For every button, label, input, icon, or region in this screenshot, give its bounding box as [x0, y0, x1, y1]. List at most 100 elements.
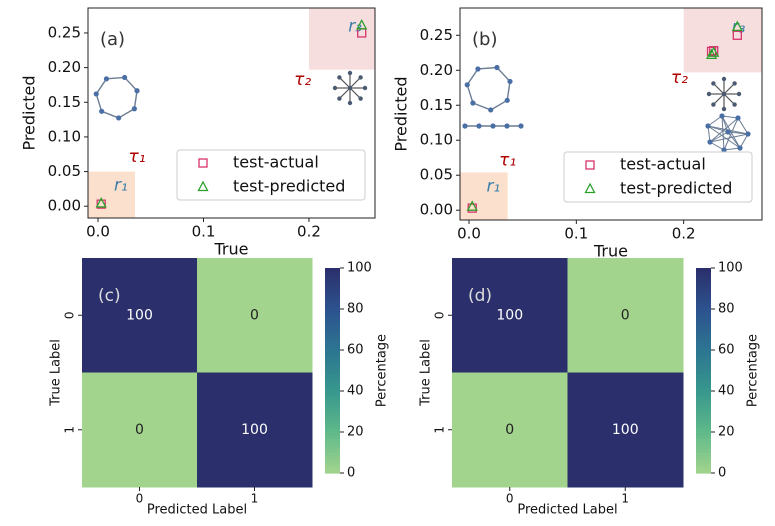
colorbar-segment [325, 428, 340, 433]
graph-icon-node [332, 85, 338, 91]
marker-triangle [466, 200, 478, 211]
colorbar-segment [325, 466, 340, 471]
colorbar-segment [325, 332, 340, 337]
x-tick-label: 0.0 [86, 223, 110, 241]
graph-icon-node [337, 75, 342, 80]
colorbar-segment [325, 302, 340, 307]
colorbar-segment [325, 360, 340, 365]
y-tick-label: 0.25 [48, 23, 81, 41]
graph-icon-edge [723, 93, 736, 106]
region [88, 171, 135, 218]
graph-icon-node [719, 113, 725, 119]
colorbar-tick-label: 20 [347, 425, 364, 440]
graph-icon-node [116, 115, 122, 121]
graph-icon-node [705, 123, 711, 129]
graph-icon-node [470, 100, 476, 106]
panel-label: (c) [98, 286, 121, 306]
colorbar-segment [696, 370, 711, 375]
y-tick-label: 0.15 [420, 96, 453, 114]
colorbar-label: Percentage [746, 334, 761, 407]
colorbar-segment [696, 449, 711, 454]
colorbar-segment [325, 411, 340, 416]
y-tick-label: 0.10 [48, 127, 81, 145]
annotation: τ₁ [499, 151, 516, 171]
graph-icon-node [362, 85, 368, 91]
colorbar-segment [696, 401, 711, 406]
graph-icon-edge [727, 131, 741, 149]
x-tick-label: 0 [136, 492, 144, 506]
graph-icon-edge [707, 115, 723, 127]
x-tick-label: 0.1 [564, 225, 588, 243]
colorbar-segment [325, 329, 340, 334]
colorbar-segment [325, 315, 340, 320]
graph-icon-node [504, 123, 510, 129]
colorbar-tick-label: 80 [718, 302, 735, 317]
y-tick-label: 1 [63, 426, 77, 434]
panel-label: (b) [472, 29, 497, 50]
colorbar-segment [696, 278, 711, 283]
graph-icon-edge [739, 133, 749, 149]
colorbar-segment [325, 421, 340, 426]
graph-icon-node [347, 85, 353, 91]
graph-icon-node [721, 106, 727, 112]
colorbar-segment [325, 281, 340, 286]
colorbar-segment [325, 462, 340, 467]
graph-icon-node [103, 76, 110, 82]
y-tick-label: 0 [63, 311, 77, 319]
graph-icon-node [122, 74, 128, 81]
heatmap-cell [452, 258, 568, 373]
colorbar-segment [325, 370, 340, 375]
graph-icon-node [706, 91, 712, 97]
marker-square [96, 199, 106, 209]
colorbar-segment [325, 309, 340, 314]
graph-icon-node [490, 123, 496, 129]
colorbar-segment [696, 455, 711, 460]
colorbar-segment [696, 339, 711, 344]
graph-icon-node [347, 100, 353, 106]
colorbar-segment [325, 401, 340, 406]
graph-icon-node [745, 131, 751, 137]
colorbar-segment [325, 425, 340, 430]
graph-icon-edge [712, 93, 725, 106]
region [308, 8, 375, 70]
cell-label: 0 [621, 307, 630, 323]
colorbar-segment [696, 343, 711, 348]
colorbar-segment [696, 305, 711, 310]
marker-square [732, 30, 742, 40]
colorbar-segment [325, 295, 340, 300]
colorbar-segment [325, 363, 340, 368]
colorbar-segment [325, 391, 340, 396]
graph-icon-node [134, 88, 140, 94]
x-tick-label: 1 [251, 492, 259, 506]
graph-icon-edge [707, 125, 741, 149]
colorbar-segment [696, 319, 711, 324]
y-tick-label: 0 [433, 311, 447, 319]
colorbar-segment [696, 274, 711, 279]
colorbar-tick-label: 100 [718, 261, 743, 276]
heatmap-cell [82, 258, 198, 373]
heatmap-cell [197, 258, 313, 373]
graph-icon-node [131, 106, 137, 112]
legend-marker [585, 160, 595, 170]
heatmap-cell [567, 258, 684, 373]
graph-icon-node [475, 66, 481, 72]
colorbar-segment [696, 384, 711, 389]
colorbar-segment [696, 298, 711, 303]
legend-marker [198, 158, 208, 168]
colorbar-segment [696, 459, 711, 464]
colorbar-segment [325, 418, 340, 423]
colorbar-segment [325, 343, 340, 348]
graph-icon-node [707, 139, 713, 145]
y-axis-label: True Label [419, 339, 434, 407]
colorbar-segment [325, 278, 340, 283]
legend-box [176, 149, 366, 201]
colorbar-segment [696, 387, 711, 392]
colorbar-segment [696, 377, 711, 382]
cell-label: 0 [135, 422, 144, 438]
colorbar-segment [696, 391, 711, 396]
x-axis-label: Predicted Label [147, 503, 247, 518]
colorbar-segment [325, 442, 340, 447]
colorbar-segment [696, 404, 711, 409]
y-tick-label: 0.20 [420, 61, 453, 79]
heatmap-cell [82, 372, 198, 488]
